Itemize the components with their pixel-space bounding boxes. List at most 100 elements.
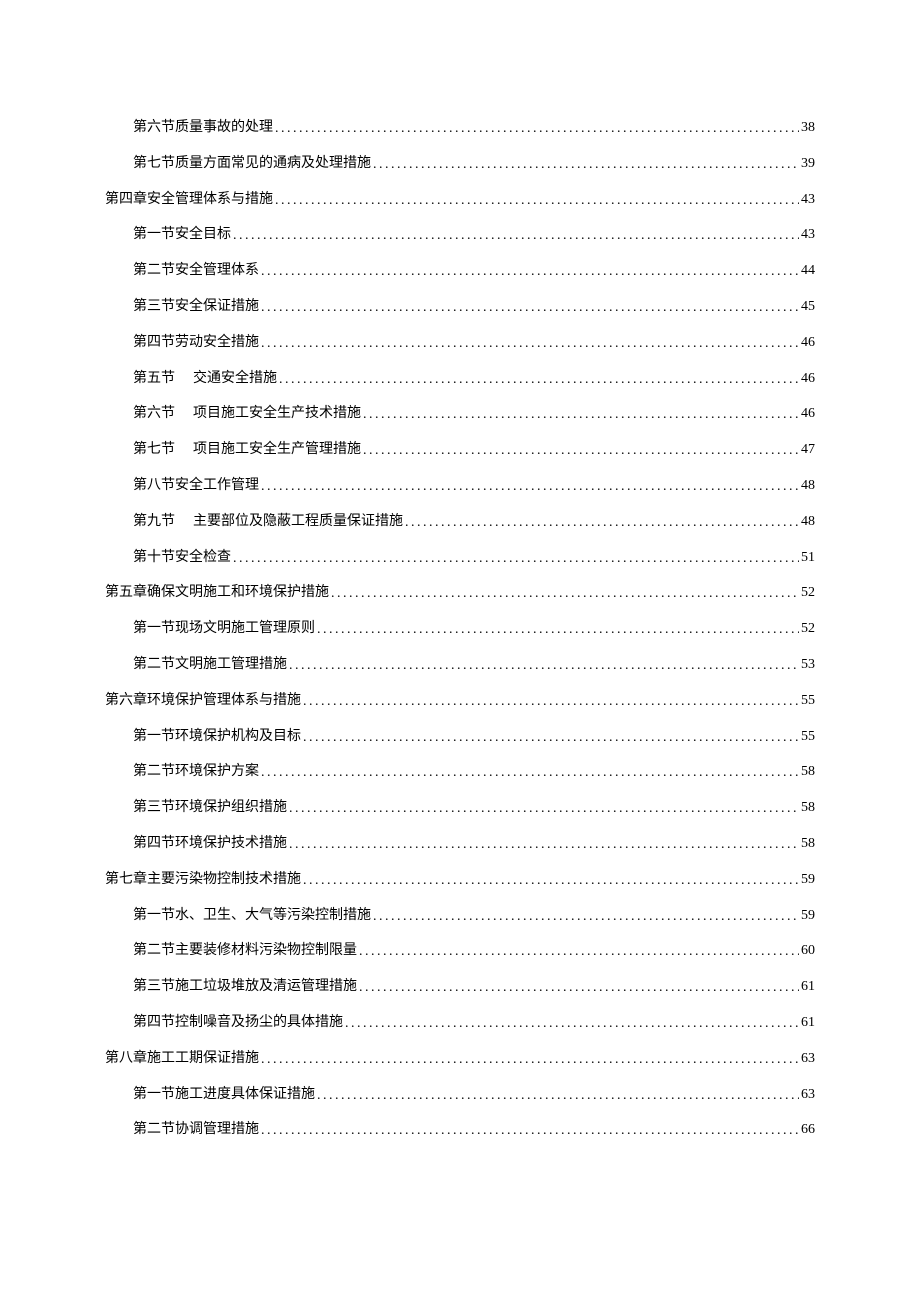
toc-entry-label: 第七节质量方面常见的通病及处理措施 [133, 156, 371, 173]
toc-leader-dots [261, 336, 799, 353]
toc-entry: 第二节文明施工管理措施 53 [105, 657, 815, 674]
toc-entry: 第三节安全保证措施45 [105, 299, 815, 316]
toc-entry-label: 第一节安全目标 [133, 227, 231, 244]
toc-entry-page: 60 [801, 943, 815, 960]
toc-entry-page: 59 [801, 872, 815, 889]
toc-entry-label: 第二节主要装修材料污染物控制限量 [133, 943, 357, 960]
toc-entry-label: 第七节项目施工安全生产管理措施 [133, 442, 361, 459]
toc-entry-label: 第一节水、卫生、大气等污染控制措施 [133, 908, 371, 925]
toc-leader-dots [275, 193, 799, 210]
toc-entry: 第二节安全管理体系 44 [105, 263, 815, 280]
toc-entry-page: 58 [801, 800, 815, 817]
toc-entry: 第一节水、卫生、大气等污染控制措施59 [105, 908, 815, 925]
toc-entry: 第十节安全检查 51 [105, 550, 815, 567]
toc-entry-page: 58 [801, 836, 815, 853]
toc-entry-page: 63 [801, 1051, 815, 1068]
toc-entry-label: 第三节施工垃圾堆放及清运管理措施 [133, 979, 357, 996]
toc-entry-label: 第二节文明施工管理措施 [133, 657, 287, 674]
toc-entry-label: 第四节劳动安全措施 [133, 335, 259, 352]
toc-leader-dots [363, 407, 799, 424]
toc-entry: 第六节质量事故的处理38 [105, 120, 815, 137]
toc-leader-dots [303, 730, 799, 747]
toc-leader-dots [317, 622, 799, 639]
toc-entry-label: 第五章确保文明施工和环境保护措施 [105, 585, 329, 602]
toc-entry: 第一节现场文明施工管理原则 52 [105, 621, 815, 638]
toc-leader-dots [373, 157, 799, 174]
toc-entry-page: 58 [801, 764, 815, 781]
toc-leader-dots [303, 873, 799, 890]
toc-leader-dots [261, 1052, 799, 1069]
toc-leader-dots [275, 121, 799, 138]
toc-entry-page: 46 [801, 406, 815, 423]
toc-entry-page: 45 [801, 299, 815, 316]
toc-entry-page: 52 [801, 585, 815, 602]
toc-leader-dots [279, 372, 799, 389]
toc-entry: 第八章施工工期保证措施 63 [105, 1051, 815, 1068]
toc-entry-page: 46 [801, 371, 815, 388]
toc-entry-label: 第七章主要污染物控制技术措施 [105, 872, 301, 889]
toc-leader-dots [261, 479, 799, 496]
toc-entry: 第一节环境保护机构及目标55 [105, 729, 815, 746]
toc-entry-page: 46 [801, 335, 815, 352]
toc-entry-label: 第八节安全工作管理 [133, 478, 259, 495]
toc-entry-label: 第十节安全检查 [133, 550, 231, 567]
toc-entry-label: 第一节现场文明施工管理原则 [133, 621, 315, 638]
toc-entry-page: 43 [801, 227, 815, 244]
toc-leader-dots [405, 515, 799, 532]
toc-leader-dots [317, 1088, 799, 1105]
toc-leader-dots [363, 443, 799, 460]
toc-leader-dots [373, 909, 799, 926]
toc-entry-label: 第一节环境保护机构及目标 [133, 729, 301, 746]
toc-entry: 第七节项目施工安全生产管理措施 47 [105, 442, 815, 459]
toc-entry: 第九节主要部位及隐蔽工程质量保证措施48 [105, 514, 815, 531]
toc-entry: 第三节环境保护组织措施 58 [105, 800, 815, 817]
toc-entry: 第二节环境保护方案 58 [105, 764, 815, 781]
toc-leader-dots [359, 980, 799, 997]
toc-entry-page: 47 [801, 442, 815, 459]
toc-entry-label: 第一节施工进度具体保证措施 [133, 1087, 315, 1104]
toc-leader-dots [289, 801, 799, 818]
toc-leader-dots [233, 228, 799, 245]
toc-leader-dots [345, 1016, 799, 1033]
toc-entry-page: 53 [801, 657, 815, 674]
toc-entry-label: 第二节协调管理措施 [133, 1122, 259, 1139]
toc-entry-page: 63 [801, 1087, 815, 1104]
toc-entry: 第四章安全管理体系与措施43 [105, 192, 815, 209]
toc-entry-label: 第八章施工工期保证措施 [105, 1051, 259, 1068]
toc-entry: 第一节施工进度具体保证措施 63 [105, 1087, 815, 1104]
toc-entry-label: 第六节质量事故的处理 [133, 120, 273, 137]
toc-entry: 第七章主要污染物控制技术措施 59 [105, 872, 815, 889]
toc-entry: 第四节环境保护技术措施 58 [105, 836, 815, 853]
toc-entry-label: 第二节安全管理体系 [133, 263, 259, 280]
toc-leader-dots [289, 837, 799, 854]
toc-entry-label: 第三节环境保护组织措施 [133, 800, 287, 817]
toc-entry: 第四节控制噪音及扬尘的具体措施 61 [105, 1015, 815, 1032]
toc-leader-dots [261, 765, 799, 782]
toc-entry-page: 51 [801, 550, 815, 567]
toc-entry: 第七节质量方面常见的通病及处理措施 39 [105, 156, 815, 173]
toc-entry: 第一节安全目标 43 [105, 227, 815, 244]
toc-entry-page: 48 [801, 478, 815, 495]
toc-leader-dots [261, 300, 799, 317]
toc-entry-label: 第四节环境保护技术措施 [133, 836, 287, 853]
toc-entry: 第二节协调管理措施 66 [105, 1122, 815, 1139]
toc-entry-page: 48 [801, 514, 815, 531]
toc-entry-label: 第五节交通安全措施 [133, 371, 277, 388]
toc-entry-label: 第四节控制噪音及扬尘的具体措施 [133, 1015, 343, 1032]
toc-entry-label: 第二节环境保护方案 [133, 764, 259, 781]
toc-entry-page: 39 [801, 156, 815, 173]
toc-entry-page: 61 [801, 1015, 815, 1032]
toc-entry: 第二节主要装修材料污染物控制限量 60 [105, 943, 815, 960]
toc-entry-page: 61 [801, 979, 815, 996]
toc-leader-dots [261, 1123, 799, 1140]
toc-entry: 第六节项目施工安全生产技术措施46 [105, 406, 815, 423]
toc-entry: 第八节安全工作管理 48 [105, 478, 815, 495]
toc-leader-dots [289, 658, 799, 675]
toc-leader-dots [303, 694, 799, 711]
toc-entry: 第四节劳动安全措施 46 [105, 335, 815, 352]
toc-entry-label: 第六章环境保护管理体系与措施 [105, 693, 301, 710]
toc-entry-page: 52 [801, 621, 815, 638]
toc-entry-page: 44 [801, 263, 815, 280]
toc-entry-page: 66 [801, 1122, 815, 1139]
toc-entry-label: 第四章安全管理体系与措施 [105, 192, 273, 209]
